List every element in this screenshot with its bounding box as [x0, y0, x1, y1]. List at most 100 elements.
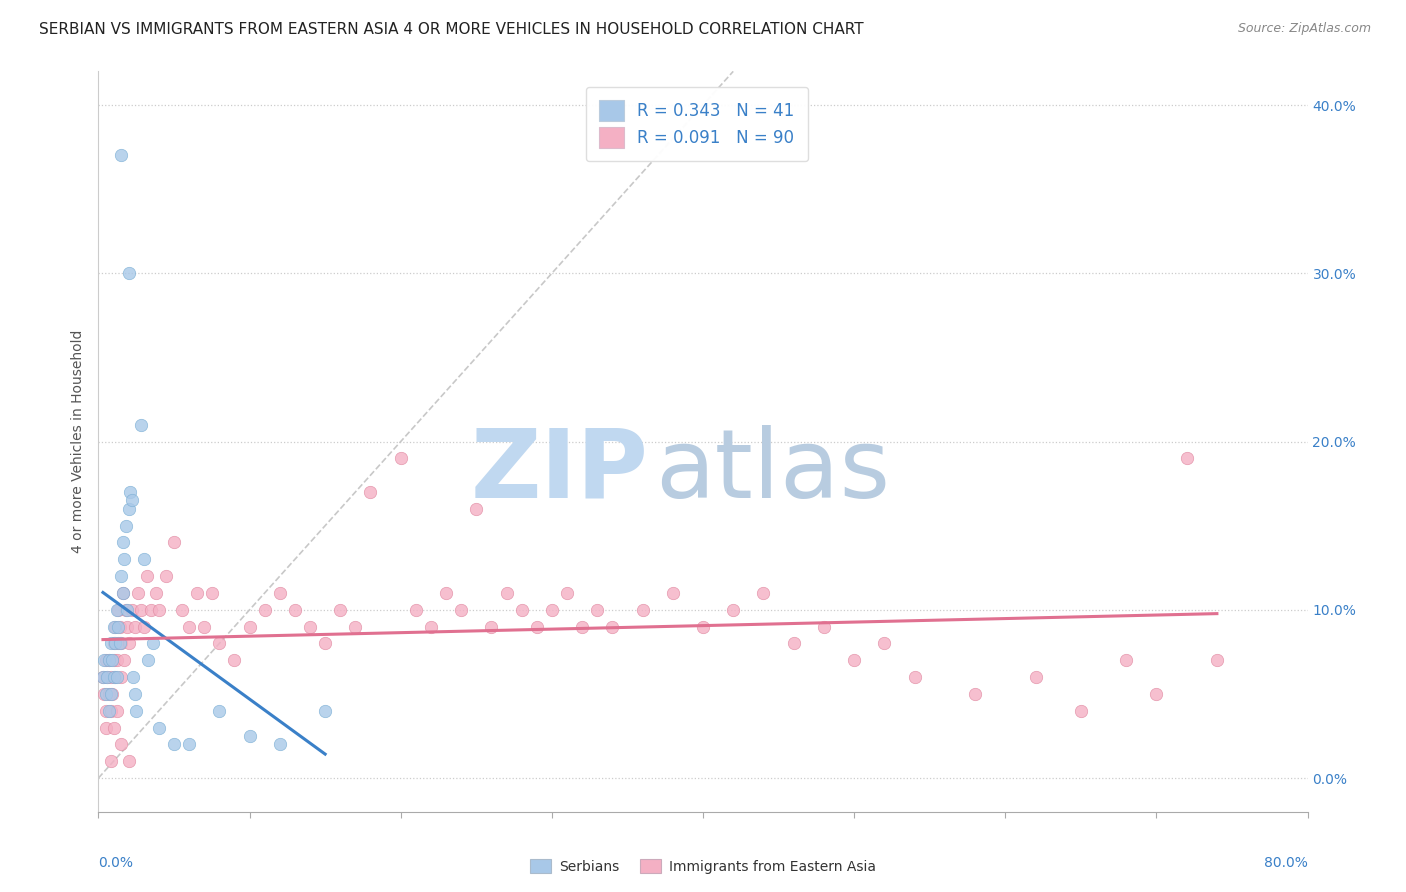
Point	[142, 636, 165, 650]
Point	[104, 636, 127, 650]
Point	[94, 653, 117, 667]
Point	[299, 619, 322, 633]
Point	[114, 603, 136, 617]
Point	[163, 738, 186, 752]
Point	[571, 619, 593, 633]
Point	[105, 603, 128, 617]
Point	[98, 653, 121, 667]
Point	[105, 670, 128, 684]
Point	[314, 704, 336, 718]
Point	[434, 586, 457, 600]
Point	[108, 619, 131, 633]
Legend: Serbians, Immigrants from Eastern Asia: Serbians, Immigrants from Eastern Asia	[523, 852, 883, 880]
Point	[121, 493, 143, 508]
Point	[179, 738, 201, 752]
Point	[110, 738, 132, 752]
Point	[186, 586, 208, 600]
Point	[132, 552, 155, 566]
Point	[111, 586, 134, 600]
Point	[118, 636, 141, 650]
Text: atlas: atlas	[655, 425, 890, 517]
Point	[170, 603, 193, 617]
Point	[96, 670, 118, 684]
Point	[631, 603, 654, 617]
Point	[127, 586, 149, 600]
Point	[124, 619, 146, 633]
Point	[104, 619, 127, 633]
Point	[94, 687, 117, 701]
Point	[586, 603, 609, 617]
Point	[344, 619, 367, 633]
Point	[284, 603, 307, 617]
Point	[91, 670, 114, 684]
Point	[136, 653, 159, 667]
Point	[148, 721, 170, 735]
Point	[125, 704, 148, 718]
Point	[107, 619, 129, 633]
Point	[420, 619, 443, 633]
Point	[602, 619, 624, 633]
Point	[105, 704, 128, 718]
Point	[93, 653, 115, 667]
Point	[114, 518, 136, 533]
Point	[540, 603, 562, 617]
Point	[100, 704, 122, 718]
Point	[661, 586, 683, 600]
Point	[94, 721, 117, 735]
Point	[100, 670, 122, 684]
Point	[98, 687, 121, 701]
Point	[100, 636, 122, 650]
Point	[723, 603, 745, 617]
Point	[481, 619, 503, 633]
Point	[118, 266, 141, 280]
Point	[1206, 653, 1229, 667]
Point	[96, 670, 118, 684]
Y-axis label: 4 or more Vehicles in Household: 4 or more Vehicles in Household	[72, 330, 86, 553]
Point	[1144, 687, 1167, 701]
Point	[145, 586, 167, 600]
Point	[526, 619, 548, 633]
Point	[405, 603, 427, 617]
Point	[692, 619, 714, 633]
Point	[120, 485, 142, 500]
Point	[450, 603, 472, 617]
Point	[555, 586, 578, 600]
Point	[141, 603, 163, 617]
Point	[111, 535, 134, 549]
Point	[112, 653, 135, 667]
Point	[98, 704, 121, 718]
Point	[110, 636, 132, 650]
Point	[94, 704, 117, 718]
Point	[465, 501, 488, 516]
Point	[115, 619, 138, 633]
Text: SERBIAN VS IMMIGRANTS FROM EASTERN ASIA 4 OR MORE VEHICLES IN HOUSEHOLD CORRELAT: SERBIAN VS IMMIGRANTS FROM EASTERN ASIA …	[39, 22, 865, 37]
Point	[108, 636, 131, 650]
Point	[208, 636, 231, 650]
Point	[103, 721, 125, 735]
Point	[135, 569, 157, 583]
Point	[112, 552, 135, 566]
Point	[129, 417, 152, 432]
Point	[510, 603, 533, 617]
Point	[904, 670, 927, 684]
Point	[111, 586, 134, 600]
Point	[101, 653, 124, 667]
Point	[105, 653, 128, 667]
Point	[1070, 704, 1092, 718]
Point	[155, 569, 177, 583]
Point	[121, 603, 143, 617]
Point	[91, 670, 114, 684]
Point	[360, 485, 382, 500]
Point	[107, 603, 129, 617]
Point	[124, 687, 146, 701]
Text: 80.0%: 80.0%	[1264, 856, 1308, 870]
Point	[103, 670, 125, 684]
Text: 0.0%: 0.0%	[98, 856, 134, 870]
Point	[103, 653, 125, 667]
Point	[239, 619, 262, 633]
Point	[100, 687, 122, 701]
Point	[110, 569, 132, 583]
Point	[269, 738, 291, 752]
Point	[1024, 670, 1046, 684]
Point	[269, 586, 291, 600]
